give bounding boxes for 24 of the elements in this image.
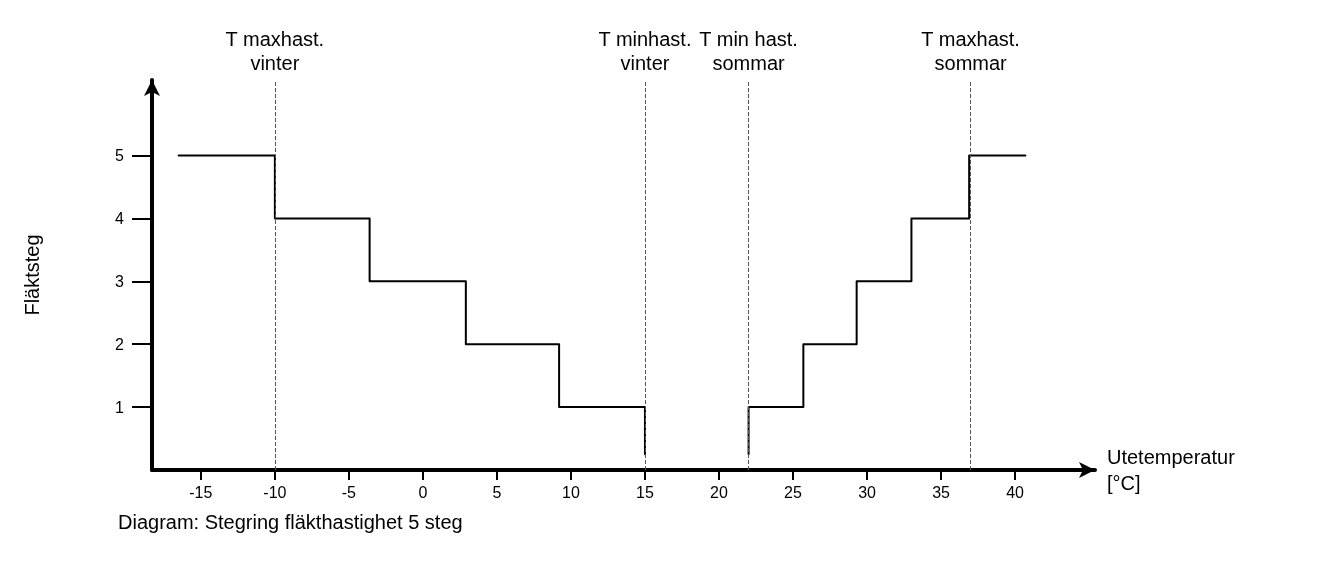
x-tick-label: 5 [492,483,502,501]
y-tick-label: 4 [115,209,125,227]
y-axis-title: Fläktsteg [21,234,43,316]
x-tick-label: 10 [562,483,580,501]
x-tick-label: 30 [858,483,877,501]
x-tick-label: 20 [710,483,728,501]
y-tick-label: 3 [115,272,125,290]
y-tick-label: 2 [115,335,125,353]
x-tick-label: -5 [341,483,357,501]
x-tick-label: 15 [636,483,654,501]
y-tick-label: 5 [115,146,125,164]
text: Diagram: Stegring fläkthastighet 5 steg [118,511,463,533]
y-tick-label: 1 [115,398,125,416]
x-tick-label: 35 [932,483,951,501]
ref-line-label: T maxhast. vinter [225,28,325,74]
ref-line-label: T min hast. sommar [699,28,798,74]
x-tick-label: 0 [418,483,428,501]
x-axis-title: Utetemperatur [°C] [1107,446,1236,494]
x-tick-label: -10 [263,483,287,501]
ref-line-label: T maxhast. sommar [921,28,1020,74]
x-tick-label: 25 [784,483,802,501]
ref-line-label: T minhast. vinter [598,28,692,74]
x-tick-label: 40 [1006,483,1025,501]
x-tick-label: -15 [189,483,213,501]
